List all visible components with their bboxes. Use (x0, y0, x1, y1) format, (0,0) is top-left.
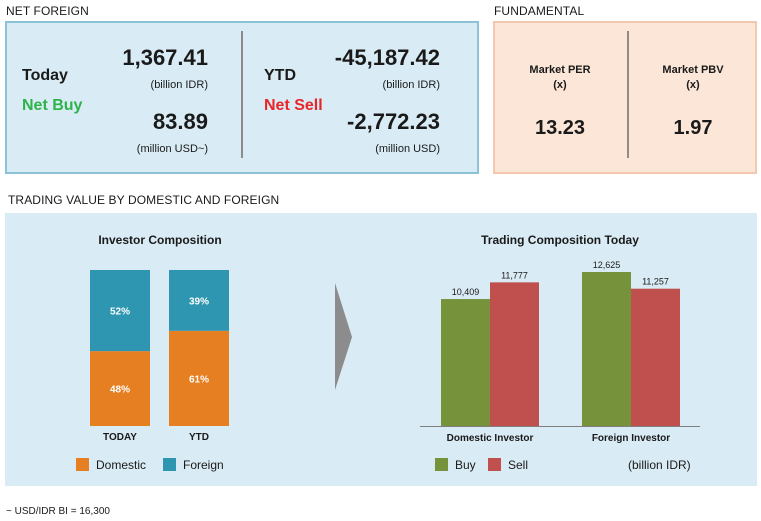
net-foreign-divider (241, 31, 243, 158)
bar-buy-foreign-investor (582, 272, 631, 426)
bar-buy-domestic-investor (441, 299, 490, 426)
bar-domestic-today (90, 351, 150, 426)
ytd-status: Net Sell (264, 97, 323, 114)
legend-sell-swatch (488, 458, 501, 471)
trading-composition-chart: 10,409 11,777 Domestic Investor 12,625 11,25… (420, 260, 700, 444)
unit-note: (billion IDR) (628, 458, 691, 472)
arrow-icon (335, 283, 352, 390)
legend-domestic-label: Domestic (96, 458, 147, 472)
legend-buy-swatch (435, 458, 448, 471)
today-value-idr: 1,367.41 (122, 45, 208, 70)
ytd-unit-usd: (million USD) (375, 143, 440, 155)
investor-composition-chart: 48% 52% TODAY 61% 39% YTD (90, 270, 229, 443)
per-label: Market PER (529, 64, 591, 76)
legend-buy-label: Buy (455, 458, 476, 472)
x-tick-today: TODAY (103, 432, 137, 443)
fundamental-title: FUNDAMENTAL (494, 4, 585, 18)
data-label-sell-foreign-investor: 11,257 (642, 277, 669, 287)
pbv-value: 1.97 (673, 117, 713, 139)
legend-sell-label: Sell (508, 458, 529, 472)
trading-value-title: TRADING VALUE BY DOMESTIC AND FOREIGN (8, 193, 280, 207)
today-status: Net Buy (22, 97, 83, 114)
investor-composition-title: Investor Composition (98, 233, 222, 247)
data-label-domestic-today: 48% (110, 385, 130, 396)
data-label-foreign-ytd: 39% (189, 296, 209, 307)
legend-foreign-label: Foreign (183, 458, 224, 472)
bar-foreign-today (90, 270, 150, 352)
data-label-sell-domestic-investor: 11,777 (501, 270, 528, 280)
bar-sell-foreign-investor (631, 288, 680, 426)
bar-sell-domestic-investor (490, 282, 539, 426)
pbv-label: Market PBV (662, 64, 724, 76)
x-tick-foreign-investor: Foreign Investor (592, 433, 670, 444)
footnote: ~ USD/IDR BI = 16,300 (6, 506, 110, 517)
today-label: Today (22, 67, 68, 84)
bar-foreign-ytd (169, 270, 229, 331)
per-sub: (x) (553, 79, 567, 91)
x-tick-domestic-investor: Domestic Investor (447, 433, 534, 444)
today-unit-idr: (billion IDR) (150, 79, 208, 91)
data-label-foreign-today: 52% (110, 307, 130, 318)
fundamental-panel (493, 21, 757, 174)
bar-domestic-ytd (169, 330, 229, 426)
pbv-sub: (x) (686, 79, 700, 91)
data-label-buy-domestic-investor: 10,409 (452, 287, 480, 297)
ytd-unit-idr: (billion IDR) (382, 79, 440, 91)
ytd-value-idr: -45,187.42 (334, 45, 440, 70)
ytd-label: YTD (264, 67, 296, 84)
today-unit-usd: (million USD~) (136, 143, 208, 155)
legend-domestic-swatch (76, 458, 89, 471)
data-label-domestic-ytd: 61% (189, 374, 209, 385)
per-value: 13.23 (534, 117, 586, 139)
data-label-buy-foreign-investor: 12,625 (593, 260, 621, 270)
legend-foreign-swatch (163, 458, 176, 471)
ytd-value-usd: -2,772.23 (347, 109, 440, 134)
net-foreign-title: NET FOREIGN (6, 4, 89, 18)
today-value-usd: 83.89 (152, 109, 208, 134)
trading-composition-title: Trading Composition Today (481, 233, 639, 247)
x-tick-ytd: YTD (189, 432, 209, 443)
fundamental-divider (627, 31, 629, 158)
